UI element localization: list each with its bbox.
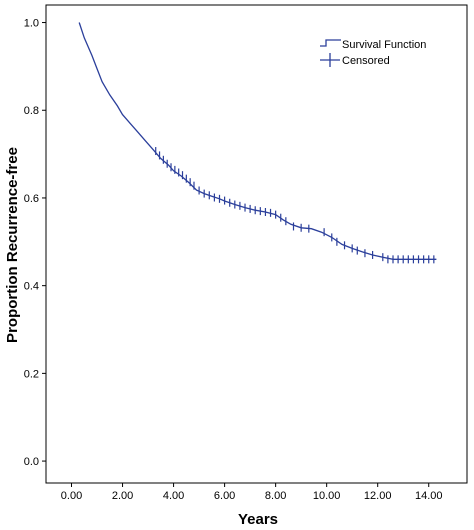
legend-censored-icon: [320, 53, 340, 67]
legend: Survival Function Censored: [320, 39, 426, 67]
x-axis-title: Years: [238, 511, 278, 528]
x-tick-label: 12.00: [364, 490, 392, 502]
x-tick-label: 14.00: [415, 490, 443, 502]
x-tick-label: 4.00: [163, 490, 184, 502]
legend-censored-label: Censored: [342, 55, 390, 67]
censored-markers: [155, 147, 435, 264]
y-axis: 0.0 0.2 0.4 0.6 0.8 1.0: [24, 18, 46, 468]
x-tick-label: 8.00: [265, 490, 286, 502]
x-axis: 0.00 2.00 4.00 6.00 8.00 10.00 12.00 14.00: [61, 483, 443, 502]
x-tick-label: 10.00: [313, 490, 341, 502]
legend-survival-line-icon: [320, 39, 341, 47]
y-tick-label: 0.6: [24, 193, 39, 205]
y-tick-label: 0.0: [24, 456, 39, 468]
x-tick-label: 0.00: [61, 490, 82, 502]
x-tick-label: 6.00: [214, 490, 235, 502]
legend-survival-label: Survival Function: [342, 39, 426, 51]
y-tick-label: 0.8: [24, 105, 39, 117]
plot-frame: [45, 4, 468, 484]
y-tick-label: 0.4: [24, 281, 39, 293]
y-axis-title: Proportion Recurrence-free: [4, 147, 21, 343]
y-tick-label: 1.0: [24, 18, 39, 30]
x-tick-label: 2.00: [112, 490, 133, 502]
y-tick-label: 0.2: [24, 368, 39, 380]
